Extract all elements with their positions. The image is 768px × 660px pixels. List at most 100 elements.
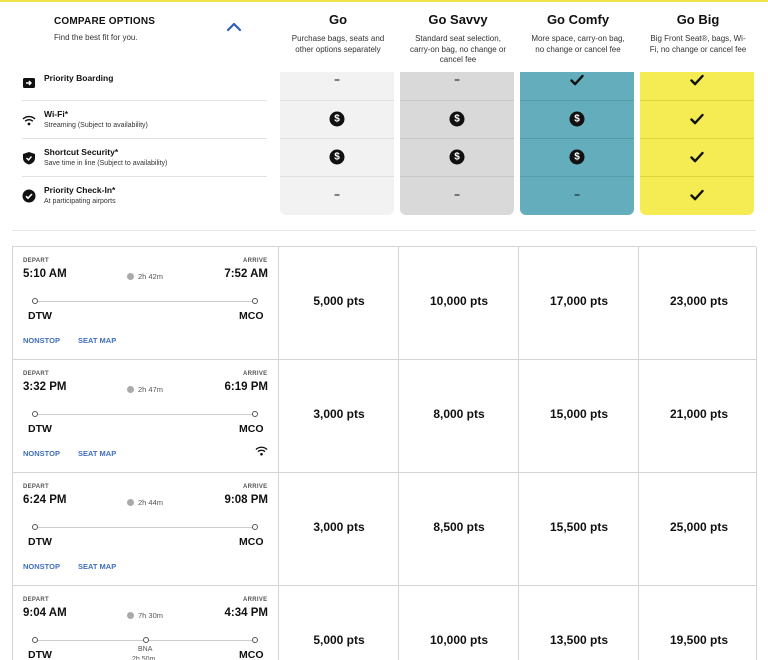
compare-options-subtitle: Find the best fit for you. [54, 33, 138, 42]
fare-header-0: Go Purchase bags, seats and other options… [278, 0, 398, 74]
amenity-row: Wi-Fi* Streaming (Subject to availability… [22, 100, 267, 138]
cell-divider [278, 586, 279, 660]
seat-map-link[interactable]: SEAT MAP [78, 562, 117, 571]
cell-divider [280, 176, 394, 177]
fare-name: Go Comfy [546, 12, 610, 27]
seat-map-link[interactable]: SEAT MAP [78, 449, 117, 458]
arrive-time: 6:19 PM [224, 381, 268, 393]
origin-airport: DTW [28, 536, 52, 548]
wifi-icon [22, 115, 36, 126]
nonstop-link[interactable]: NONSTOP [23, 449, 60, 458]
cell-divider [278, 247, 279, 359]
price-points[interactable]: 15,000 pts [549, 407, 609, 421]
cell-divider [398, 586, 399, 660]
cell-divider [278, 473, 279, 585]
fare-header-3: Go Big Big Front Seat®, bags, Wi-Fi, no c… [638, 0, 758, 74]
flight-row[interactable]: DEPART ARRIVE 6:24 PM 9:08 PM 2h 44m DTW MCO NO… [13, 473, 757, 586]
price-points[interactable]: 8,500 pts [433, 520, 485, 534]
dollar-icon: $ [329, 111, 345, 127]
route-track [37, 414, 255, 415]
cell-divider [520, 138, 634, 139]
not-included-mark: – [454, 74, 460, 86]
price-points[interactable]: 17,000 pts [549, 294, 609, 308]
flight-duration: 2h 42m [127, 272, 163, 281]
origin-node [32, 411, 38, 417]
clock-icon [127, 273, 134, 280]
check-icon [690, 74, 704, 86]
price-points[interactable]: 21,000 pts [669, 407, 729, 421]
depart-label: DEPART [23, 597, 50, 603]
flight-row[interactable]: DEPART ARRIVE 3:32 PM 6:19 PM 2h 47m DTW MCO NO… [13, 360, 757, 473]
price-points[interactable]: 19,500 pts [669, 633, 729, 647]
arrive-time: 4:34 PM [224, 607, 268, 619]
cell-divider [278, 360, 279, 472]
nonstop-link[interactable]: NONSTOP [23, 336, 60, 345]
cell-divider [756, 247, 757, 359]
fare-description: Purchase bags, seats and other options s… [291, 34, 385, 54]
amenity-subtitle: Streaming (Subject to availability) [44, 122, 148, 129]
depart-time: 9:04 AM [23, 607, 67, 619]
price-points[interactable]: 23,000 pts [669, 294, 729, 308]
not-included-mark: – [334, 189, 340, 201]
cell-divider [400, 176, 514, 177]
stop-node [143, 637, 149, 643]
arrive-label: ARRIVE [243, 484, 268, 490]
amenity-row: Priority Check-In* At participating airpo… [22, 176, 267, 214]
not-included-mark: – [454, 189, 460, 201]
dollar-icon: $ [449, 111, 465, 127]
nonstop-link[interactable]: NONSTOP [23, 562, 60, 571]
cell-divider [756, 473, 757, 585]
chevron-up-icon[interactable] [226, 20, 242, 32]
stop-duration: 2h 50m [132, 656, 156, 660]
cell-divider [518, 586, 519, 660]
price-points[interactable]: 5,000 pts [313, 294, 365, 308]
not-included-mark: – [574, 189, 580, 201]
check-icon [690, 151, 704, 163]
cell-divider [518, 473, 519, 585]
origin-node [32, 298, 38, 304]
fare-description: Big Front Seat®, bags, Wi-Fi, no change … [649, 34, 747, 54]
destination-airport: MCO [239, 423, 264, 435]
flight-duration: 2h 44m [127, 498, 163, 507]
clock-icon [127, 612, 134, 619]
destination-node [252, 637, 258, 643]
flight-duration: 2h 47m [127, 385, 163, 394]
seat-map-link[interactable]: SEAT MAP [78, 336, 117, 345]
cell-divider [638, 473, 639, 585]
amenity-title: Wi-Fi* [44, 109, 69, 119]
clock-icon [127, 386, 134, 393]
cell-divider [520, 100, 634, 101]
arrive-label: ARRIVE [243, 258, 268, 264]
cell-divider [756, 586, 757, 660]
price-points[interactable]: 10,000 pts [429, 294, 489, 308]
destination-node [252, 298, 258, 304]
depart-time: 6:24 PM [23, 494, 67, 506]
price-points[interactable]: 3,000 pts [313, 407, 365, 421]
fare-name: Go Big [676, 12, 720, 27]
flight-row[interactable]: DEPART ARRIVE 9:04 AM 4:34 PM 7h 30m BNA 2h 50… [13, 586, 757, 660]
depart-label: DEPART [23, 484, 50, 490]
fare-name: Go Savvy [428, 12, 488, 27]
price-points[interactable]: 13,500 pts [549, 633, 609, 647]
price-points[interactable]: 15,500 pts [549, 520, 609, 534]
price-points[interactable]: 3,000 pts [313, 520, 365, 534]
not-included-mark: – [334, 74, 340, 86]
flight-row[interactable]: DEPART ARRIVE 5:10 AM 7:52 AM 2h 42m DTW MCO NO… [13, 247, 757, 360]
flight-duration: 7h 30m [127, 611, 163, 620]
arrive-label: ARRIVE [243, 597, 268, 603]
origin-airport: DTW [28, 423, 52, 435]
fare-column-3 [640, 72, 754, 215]
price-points[interactable]: 10,000 pts [429, 633, 489, 647]
check-icon [690, 189, 704, 201]
fare-column-0 [280, 72, 394, 215]
price-points[interactable]: 8,000 pts [433, 407, 485, 421]
cell-divider [518, 247, 519, 359]
price-points[interactable]: 5,000 pts [313, 633, 365, 647]
duration-text: 2h 47m [138, 385, 164, 394]
shield-icon [23, 152, 35, 165]
price-points[interactable]: 25,000 pts [669, 520, 729, 534]
cell-divider [756, 360, 757, 472]
depart-label: DEPART [23, 258, 50, 264]
dollar-icon: $ [569, 149, 585, 165]
cell-divider [400, 138, 514, 139]
